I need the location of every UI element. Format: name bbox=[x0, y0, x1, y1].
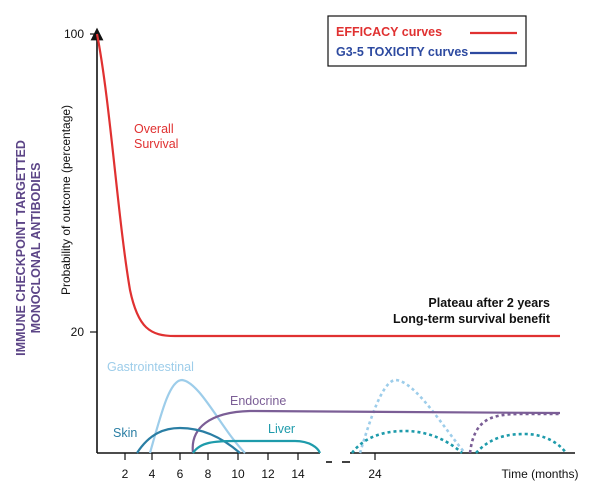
gastrointestinal-curve bbox=[148, 378, 246, 454]
endocrine-late-curve bbox=[468, 412, 560, 454]
overall-survival-line bbox=[95, 33, 560, 338]
x-axis-title: Time (months) bbox=[502, 467, 579, 481]
plateau-annotation-line-1: Plateau after 2 years bbox=[428, 296, 550, 310]
y-axis-title: Probability of outcome (percentage) bbox=[59, 105, 73, 295]
skin-label: Skin bbox=[113, 426, 137, 440]
overall-survival-label-line-2: Survival bbox=[134, 137, 178, 151]
endocrine-label: Endocrine bbox=[230, 394, 286, 408]
x-tick-label-8: 8 bbox=[205, 467, 212, 481]
skin-curve bbox=[136, 426, 241, 454]
y-tick-label-100: 100 bbox=[64, 27, 84, 41]
endocrine-curve bbox=[191, 409, 561, 454]
x-tick-label-6: 6 bbox=[177, 467, 184, 481]
x-tick-label-2: 2 bbox=[122, 467, 129, 481]
x-tick-label-24: 24 bbox=[368, 467, 382, 481]
side-title-line-1: IMMUNE CHECKPOINT TARGETTED bbox=[14, 140, 28, 356]
plateau-annotation-line-2: Long-term survival benefit bbox=[393, 312, 551, 326]
legend-label-toxicity: G3-5 TOXICITY curves bbox=[336, 45, 468, 59]
legend: EFFICACY curves G3-5 TOXICITY curves bbox=[327, 15, 527, 67]
liver-late-curve-2 bbox=[475, 432, 568, 454]
side-title-line-2: MONOCLONAL ANTIBODIES bbox=[29, 163, 43, 334]
gastrointestinal-label: Gastrointestinal bbox=[107, 360, 194, 374]
liver-curve bbox=[192, 439, 322, 454]
x-tick-label-12: 12 bbox=[261, 467, 275, 481]
legend-label-efficacy: EFFICACY curves bbox=[336, 25, 442, 39]
liver-label: Liver bbox=[268, 422, 295, 436]
x-tick-label-14: 14 bbox=[291, 467, 305, 481]
liver-late-curve-1 bbox=[350, 429, 463, 454]
y-tick-label-20: 20 bbox=[71, 325, 85, 339]
overall-survival-label-line-1: Overall bbox=[134, 122, 174, 136]
x-ticks bbox=[124, 453, 376, 460]
legend-box bbox=[327, 15, 527, 67]
x-tick-label-4: 4 bbox=[149, 467, 156, 481]
gastrointestinal-late-curve bbox=[358, 378, 466, 454]
x-tick-label-10: 10 bbox=[231, 467, 245, 481]
side-title: IMMUNE CHECKPOINT TARGETTED MONOCLONAL A… bbox=[14, 140, 43, 356]
